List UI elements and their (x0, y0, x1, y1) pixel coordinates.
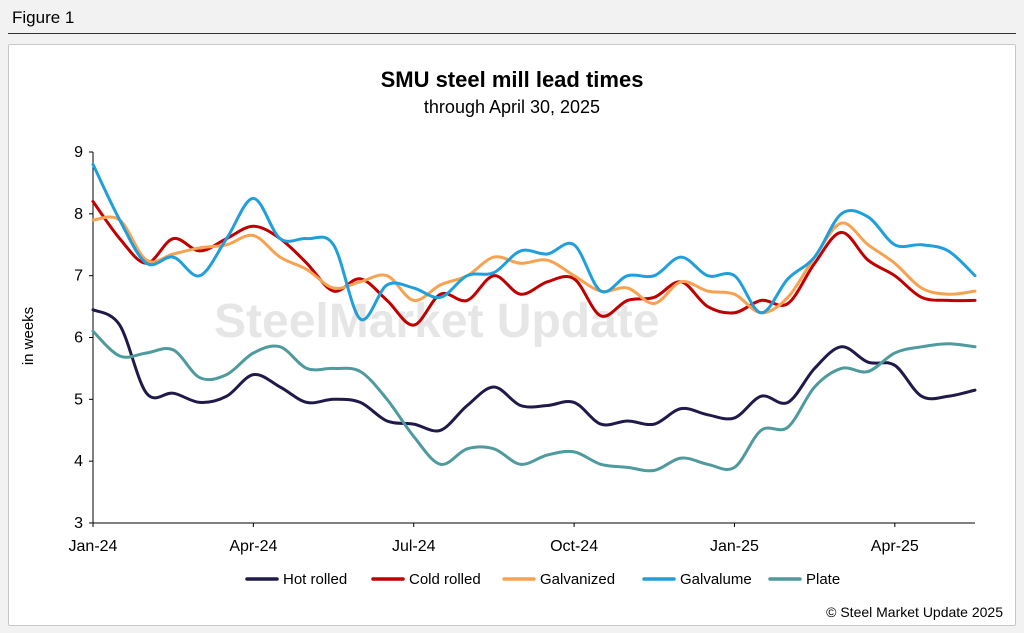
legend-label-galvalume: Galvalume (680, 571, 752, 588)
header-divider (8, 33, 1016, 34)
x-tick-label: Oct-24 (550, 538, 598, 555)
chart-panel: SteelMarket Update SMU steel mill lead t… (8, 44, 1016, 626)
watermark: SteelMarket Update (214, 295, 659, 348)
x-tick-label: Jan-25 (710, 538, 759, 555)
y-tick-label: 6 (74, 330, 83, 347)
chart-title: SMU steel mill lead times (381, 67, 644, 92)
plot-area: 3 4 5 6 7 8 9 Jan-24 Apr-24 Jul-24 Oct-24 Jan-25 Apr… (69, 144, 977, 555)
x-tick-label: Jan-24 (69, 538, 118, 555)
legend-label-cold-rolled: Cold rolled (409, 571, 481, 588)
y-tick-label: 9 (74, 144, 83, 161)
y-tick-label: 7 (74, 268, 83, 285)
y-tick-label: 8 (74, 206, 83, 223)
legend-label-galvanized: Galvanized (540, 571, 615, 588)
y-tick-label: 4 (74, 453, 83, 470)
credit-text: © Steel Market Update 2025 (826, 604, 1003, 620)
figure-label: Figure 1 (12, 8, 75, 27)
chart-subtitle: through April 30, 2025 (424, 97, 600, 117)
series-line-galvalume (91, 162, 977, 322)
legend-label-hot-rolled: Hot rolled (283, 571, 347, 588)
lead-times-chart: SteelMarket Update SMU steel mill lead t… (20, 67, 1003, 620)
legend: Hot rolled Cold rolled Galvanized Galvalume… (245, 571, 840, 588)
y-axis-label: in weeks (20, 307, 37, 365)
series-line-hot-rolled (91, 308, 977, 433)
x-tick-label: Apr-25 (871, 538, 919, 555)
x-tick-label: Jul-24 (392, 538, 436, 555)
legend-label-plate: Plate (806, 571, 840, 588)
series-line-cold-rolled (91, 200, 977, 327)
y-tick-label: 5 (74, 391, 83, 408)
y-tick-label: 3 (74, 515, 83, 532)
x-tick-label: Apr-24 (229, 538, 277, 555)
series-line-plate (91, 329, 977, 473)
